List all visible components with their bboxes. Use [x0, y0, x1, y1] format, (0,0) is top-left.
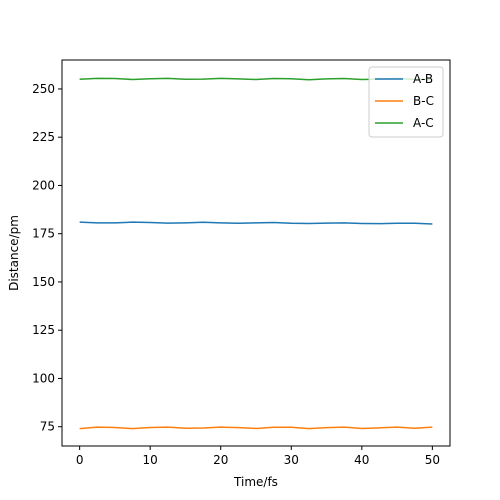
x-tick-label: 40	[354, 453, 369, 467]
axes-frame	[61, 59, 451, 447]
y-tick-label: 150	[32, 275, 55, 289]
x-tick-label: 10	[143, 453, 158, 467]
legend-label-a-b: A-B	[413, 72, 433, 86]
x-axis-label: Time/fs	[233, 475, 278, 489]
series-line-b-c	[79, 426, 433, 430]
y-tick-label: 125	[32, 323, 55, 337]
legend: A-B B-C A-C	[368, 66, 444, 138]
x-tick-label: 30	[284, 453, 299, 467]
x-tick-label: 0	[76, 453, 84, 467]
x-axis-ticks: 0 10 20 30 40 50	[76, 446, 440, 467]
y-tick-label: 225	[32, 130, 55, 144]
series-line-a-b	[79, 221, 433, 225]
legend-label-b-c: B-C	[413, 94, 434, 108]
y-axis-ticks: 75 100 125 150 175 200 225 250	[32, 82, 62, 434]
x-tick-label: 20	[213, 453, 228, 467]
x-tick-label: 50	[425, 453, 440, 467]
legend-label-a-c: A-C	[413, 116, 434, 130]
y-tick-label: 100	[32, 371, 55, 385]
y-tick-label: 175	[32, 227, 55, 241]
y-tick-label: 200	[32, 178, 55, 192]
y-tick-label: 75	[40, 420, 55, 434]
y-tick-label: 250	[32, 82, 55, 96]
y-axis-label: Distance/pm	[7, 215, 21, 291]
legend-box	[368, 66, 444, 138]
